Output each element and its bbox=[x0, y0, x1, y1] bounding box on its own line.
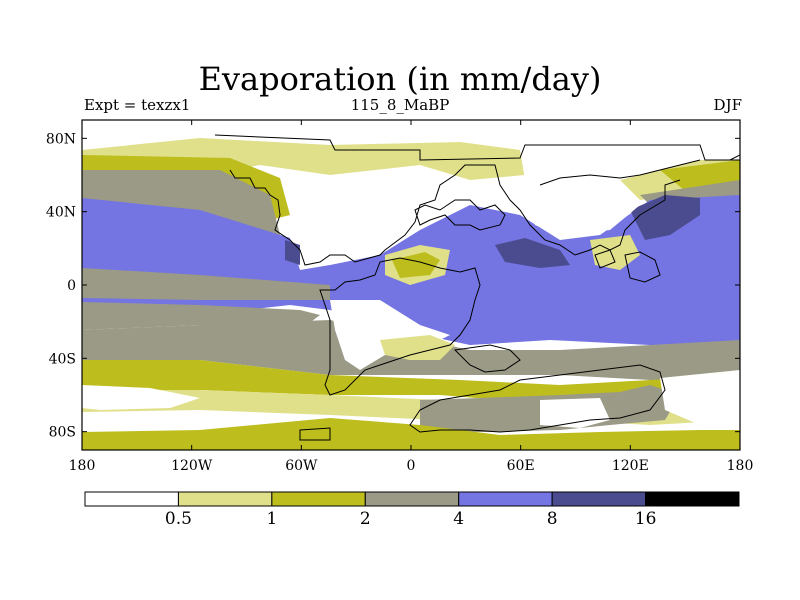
experiment-label: Expt = texzx1 bbox=[84, 96, 191, 114]
contour-patch-dark-indian bbox=[495, 238, 570, 268]
contour-antarctic-white bbox=[540, 398, 610, 428]
colorbar-label: 4 bbox=[453, 509, 464, 529]
colorbar-swatch bbox=[458, 491, 553, 507]
coastlines bbox=[214, 134, 740, 441]
season-label: DJF bbox=[713, 96, 742, 114]
colorbar-label: 16 bbox=[635, 509, 657, 529]
colorbar: 0.5 1 2 4 8 16 bbox=[84, 491, 740, 529]
coastline-laurasia bbox=[214, 134, 740, 266]
x-tick-label: 0 bbox=[407, 458, 416, 474]
chart-title: Evaporation (in mm/day) bbox=[198, 60, 602, 98]
contour-dry-asia bbox=[530, 195, 640, 235]
y-tick-label: 40S bbox=[49, 351, 76, 367]
colorbar-swatch bbox=[364, 491, 460, 507]
map-field bbox=[82, 120, 740, 450]
contour-band-north-light bbox=[82, 138, 525, 190]
x-tick-label: 180 bbox=[727, 458, 754, 474]
colorbar-label: 2 bbox=[360, 509, 371, 529]
x-axis: 180 120W 60W 0 60E 120E 180 bbox=[69, 120, 754, 474]
x-tick-label: 120E bbox=[612, 458, 649, 474]
colorbar-swatch bbox=[84, 491, 179, 507]
coastline-north-asia bbox=[539, 159, 701, 186]
x-tick-label: 60W bbox=[285, 458, 318, 474]
y-tick-label: 80S bbox=[49, 425, 76, 441]
x-tick-label: 120W bbox=[171, 458, 213, 474]
x-tick-label: 180 bbox=[69, 458, 96, 474]
x-tick-label: 60E bbox=[507, 458, 535, 474]
contour-band-pacific-grey bbox=[82, 268, 330, 300]
y-axis: 80N 40N 0 40S 80S bbox=[46, 131, 740, 441]
time-period-label: 115_8_MaBP bbox=[350, 96, 450, 114]
coastline-islands bbox=[299, 154, 740, 441]
contour-antarctic-olive bbox=[82, 418, 740, 450]
colorbar-swatch bbox=[271, 491, 366, 507]
y-tick-label: 40N bbox=[46, 205, 76, 221]
colorbar-label: 8 bbox=[547, 509, 558, 529]
colorbar-swatch bbox=[551, 491, 647, 507]
colorbar-label: 0.5 bbox=[165, 509, 192, 529]
contour-south-pacific-dry bbox=[82, 385, 200, 410]
contour-semiarid-south-america bbox=[380, 335, 455, 360]
colorbar-swatch bbox=[177, 491, 273, 507]
contour-south-east-dry bbox=[660, 370, 740, 430]
contour-dry-arctic bbox=[520, 148, 740, 190]
y-tick-label: 0 bbox=[67, 278, 76, 294]
colorbar-swatch bbox=[645, 491, 740, 507]
contour-dry-south-america bbox=[330, 300, 450, 370]
coastline-gondwana bbox=[319, 257, 666, 433]
colorbar-label: 1 bbox=[266, 509, 277, 529]
y-tick-label: 80N bbox=[46, 131, 76, 147]
contour-semiarid-east-asia bbox=[590, 235, 640, 270]
contour-dry-north-america bbox=[290, 195, 330, 235]
contour-patch-dark-west-pacific bbox=[630, 195, 700, 240]
